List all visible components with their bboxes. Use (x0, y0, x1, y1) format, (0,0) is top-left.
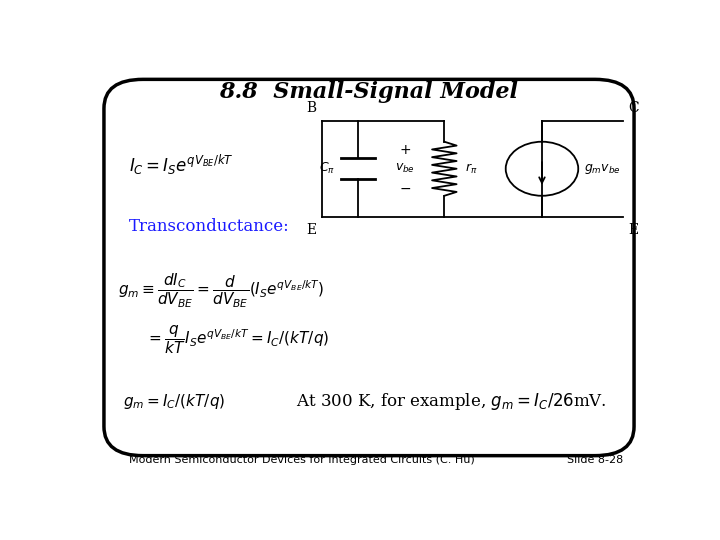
Text: +: + (400, 143, 411, 157)
Text: $= \dfrac{q}{kT} I_S e^{qV_{BE}/kT} = I_C/(kT/q)$: $= \dfrac{q}{kT} I_S e^{qV_{BE}/kT} = I_… (145, 323, 329, 356)
Text: C: C (629, 100, 639, 114)
Text: $I_C = I_S e^{qV_{BE}/kT}$: $I_C = I_S e^{qV_{BE}/kT}$ (129, 152, 234, 177)
Text: $g_m \equiv \dfrac{dI_C}{dV_{BE}} = \dfrac{d}{dV_{BE}}(I_S e^{qV_{BE}/kT})$: $g_m \equiv \dfrac{dI_C}{dV_{BE}} = \dfr… (118, 272, 324, 310)
Text: 8.8  Small-Signal Model: 8.8 Small-Signal Model (220, 81, 518, 103)
Text: Slide 8-28: Slide 8-28 (567, 455, 624, 465)
Text: E: E (629, 223, 639, 237)
FancyBboxPatch shape (104, 79, 634, 456)
Text: $v_{be}$: $v_{be}$ (395, 162, 415, 176)
Text: At 300 K, for example, $g_m$$=$$I_C/26$mV.: At 300 K, for example, $g_m$$=$$I_C/26$m… (297, 391, 607, 412)
Text: $-$: $-$ (399, 180, 411, 194)
Text: $g_m = I_C/(kT/q)$: $g_m = I_C/(kT/q)$ (124, 392, 226, 411)
Text: Transconductance:: Transconductance: (129, 219, 290, 235)
Text: B: B (306, 100, 316, 114)
Text: $C_\pi$: $C_\pi$ (320, 161, 336, 176)
Text: $g_m v_{be}$: $g_m v_{be}$ (584, 162, 621, 176)
Text: E: E (306, 223, 316, 237)
Text: Modern Semiconductor Devices for Integrated Circuits (C. Hu): Modern Semiconductor Devices for Integra… (129, 455, 475, 465)
Text: $r_\pi$: $r_\pi$ (465, 161, 477, 176)
